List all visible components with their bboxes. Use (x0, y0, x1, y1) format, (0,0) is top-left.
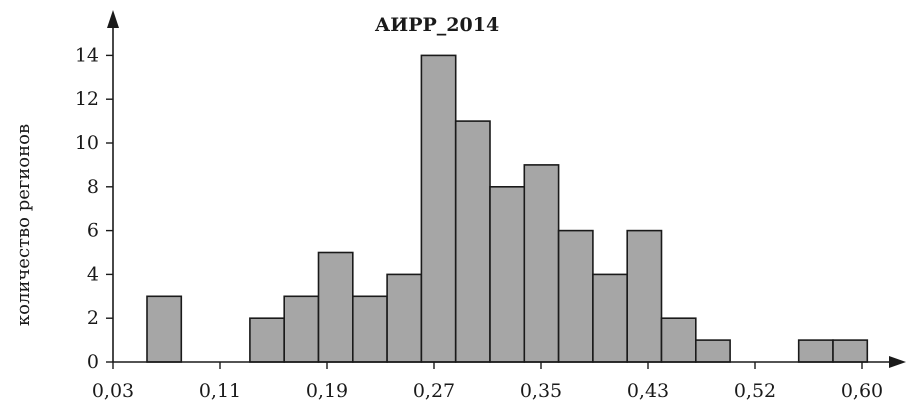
y-tick-label: 12 (75, 88, 99, 110)
y-tick-label: 2 (87, 307, 99, 329)
y-tick-label: 10 (75, 132, 99, 154)
y-axis-arrow (107, 10, 119, 28)
y-tick-label: 8 (87, 176, 99, 198)
histogram-bar (249, 317, 285, 363)
histogram-bar (626, 229, 663, 363)
histogram-bar (694, 339, 731, 363)
histogram-bar (557, 229, 594, 363)
x-tick-label: 0,19 (306, 380, 348, 402)
histogram-bar (660, 317, 697, 363)
y-axis-label: количество регионов (13, 124, 34, 326)
histogram-bar (420, 54, 457, 363)
histogram-bar (283, 295, 320, 363)
histogram-bar (489, 186, 526, 363)
x-tick-label: 0,35 (520, 380, 562, 402)
x-tick-label: 0,60 (841, 380, 883, 402)
y-ticks-group: 0 2 4 6 8 10 12 14 (75, 44, 113, 373)
x-tick-label: 0,03 (92, 380, 134, 402)
x-tick-label: 0,52 (734, 380, 776, 402)
x-tick-label: 0,27 (413, 380, 455, 402)
axes-group (107, 10, 906, 368)
histogram-bar (146, 295, 183, 363)
chart-title: АИРР_2014 (375, 14, 499, 36)
x-axis-arrow (889, 356, 906, 368)
histogram-bar (523, 164, 560, 363)
y-tick-label: 14 (75, 44, 99, 66)
x-tick-label: 0,43 (627, 380, 669, 402)
histogram-bar (351, 295, 388, 363)
histogram-bar (797, 339, 834, 363)
histogram-bar (832, 339, 869, 363)
y-tick-label: 0 (87, 351, 99, 373)
histogram-bar (592, 273, 629, 363)
histogram-bar (454, 120, 491, 363)
histogram-bar (317, 251, 354, 363)
y-tick-label: 6 (87, 220, 99, 242)
y-tick-label: 4 (87, 263, 99, 285)
histogram-bar (386, 273, 423, 363)
x-ticks-group: 0,03 0,11 0,19 0,27 0,35 0,43 0,52 0,60 (92, 362, 883, 402)
bars-group (146, 54, 869, 363)
x-tick-label: 0,11 (199, 380, 241, 402)
